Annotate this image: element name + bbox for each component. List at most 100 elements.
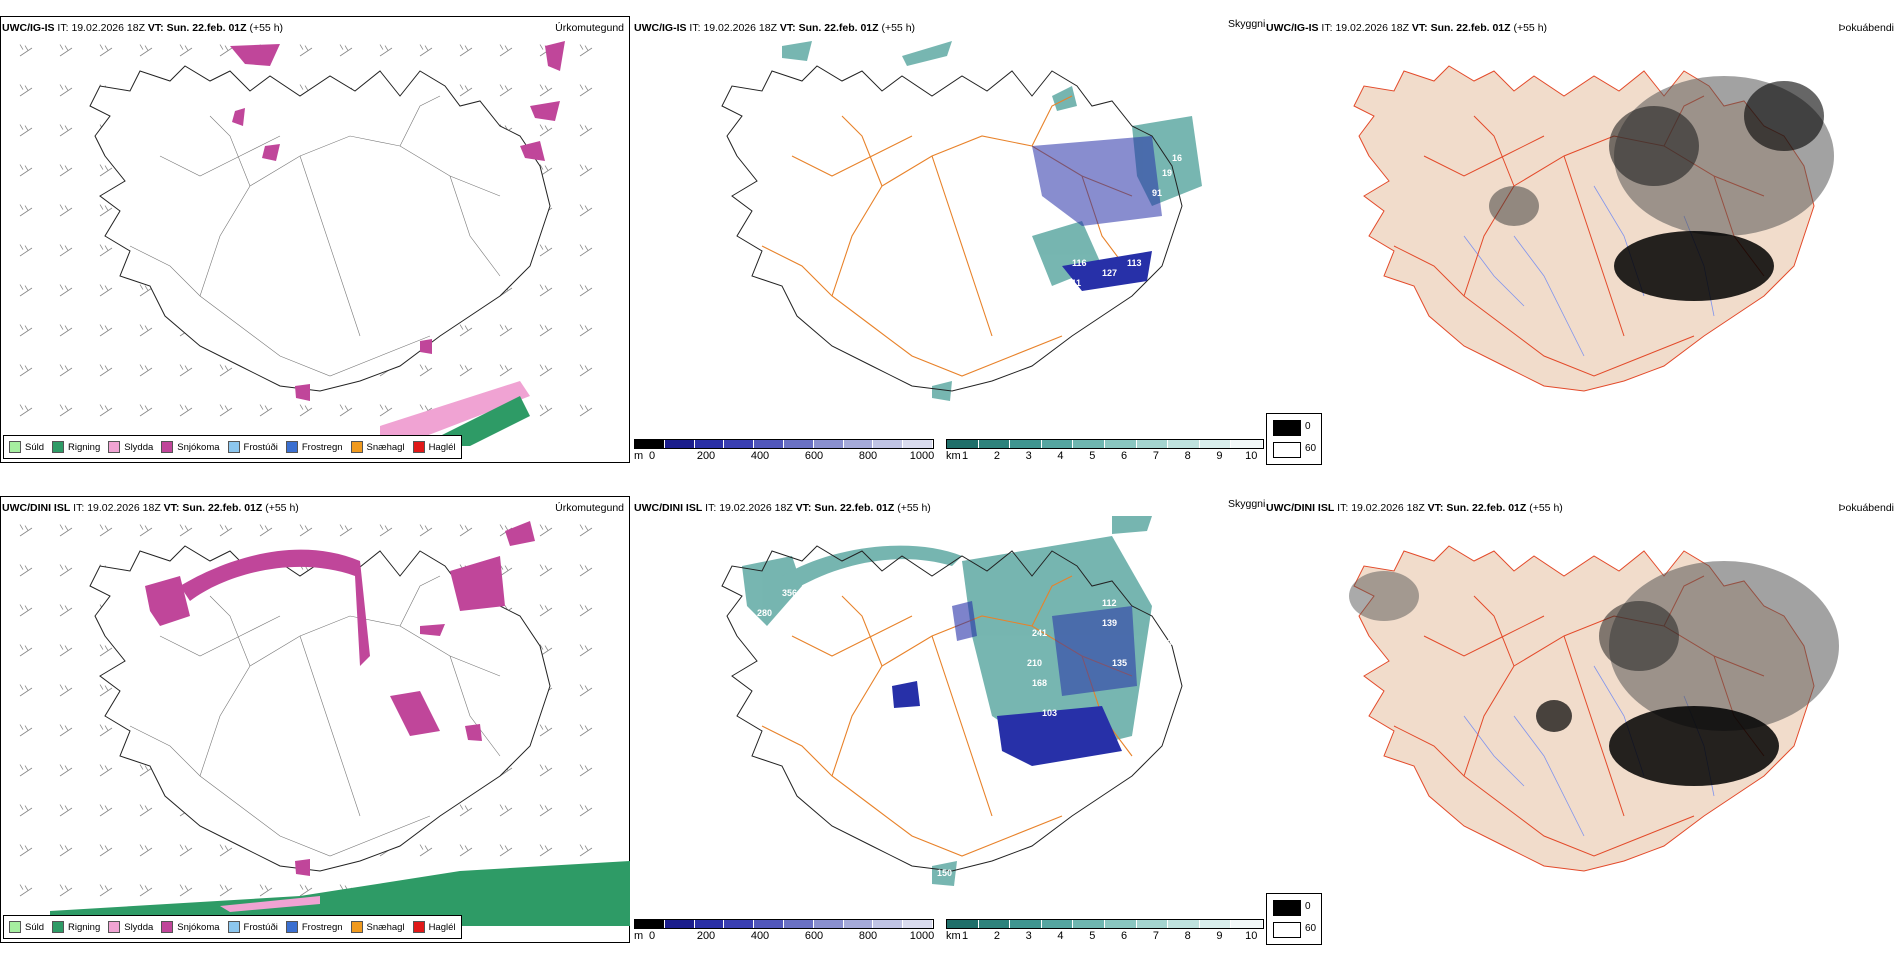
colorbar-swatch xyxy=(1104,440,1137,448)
wind-barb xyxy=(579,764,593,777)
cloudbase-labels: 356 280 241 210 168 103 93 79 72 159 139 135 131 112 1… xyxy=(757,588,1172,878)
line-segment xyxy=(1563,155,1625,337)
cloudbase-colorbar-swatches xyxy=(634,439,934,449)
colorbar-swatch xyxy=(664,440,695,448)
snow-area-south xyxy=(295,339,432,401)
colorbar-swatch xyxy=(947,920,979,928)
colorbar-swatch xyxy=(873,920,904,928)
wind-barb xyxy=(59,364,73,377)
colorbar-tick: 1000 xyxy=(909,450,935,462)
panel-title: Skyggni xyxy=(1228,498,1266,510)
wind-barb xyxy=(539,524,553,537)
legend-label: Frostregn xyxy=(301,921,343,933)
legend-label: Súld xyxy=(25,921,45,933)
wind-barb xyxy=(19,164,33,177)
cloudbase-colorbar: 0 200 400 600 800 1000 m xyxy=(634,919,934,943)
line-segment xyxy=(841,595,883,667)
legend-swatch xyxy=(161,441,174,453)
wind-barb xyxy=(539,804,553,817)
colorbar-tick: 9 xyxy=(1216,930,1223,942)
fog-legend-swatch-0 xyxy=(1273,900,1301,916)
wind-barb xyxy=(299,44,313,57)
wind-barb xyxy=(139,804,153,817)
legend-swatch xyxy=(227,921,240,933)
wind-barb xyxy=(99,684,113,697)
wind-barb xyxy=(59,604,73,617)
wind-barb xyxy=(59,84,73,97)
row-ig-is: UWC/IG-IS IT: 19.02.2026 18Z VT: Sun. 22… xyxy=(0,8,1900,473)
colorbar-swatch xyxy=(664,920,695,928)
line-segment xyxy=(209,595,251,667)
panel-title: Þokuábendi xyxy=(1838,22,1894,34)
legend-label: Frostregn xyxy=(301,441,343,453)
line-segment xyxy=(199,135,501,297)
legend-label: Snæhagl xyxy=(366,441,405,453)
wind-barb xyxy=(339,44,353,57)
legend-item: Snjókoma xyxy=(161,921,220,933)
visibility-panel: UWC/DINI ISL IT: 19.02.2026 18Z VT: Sun.… xyxy=(632,488,1266,953)
wind-barb xyxy=(419,364,433,377)
it-value: 19.02.2026 18Z xyxy=(1335,22,1409,34)
colorbar-swatch xyxy=(813,920,844,928)
cloudbase-label: 16 xyxy=(1172,153,1182,163)
wind-barb xyxy=(579,404,593,417)
wind-barb xyxy=(139,884,153,897)
wind-barb xyxy=(59,524,73,537)
line-segment xyxy=(449,655,501,757)
it-value: 19.02.2026 18Z xyxy=(703,22,777,34)
colorbar-tick: 10 xyxy=(1245,450,1258,462)
legend-label: Haglél xyxy=(428,921,456,933)
wind-barb xyxy=(179,844,193,857)
wind-barb xyxy=(499,844,513,857)
wind-barb xyxy=(19,84,33,97)
cloudbase-label: 127 xyxy=(1102,268,1117,278)
line-segment xyxy=(791,135,913,177)
colorbar-swatch xyxy=(903,920,933,928)
vt-label: VT: xyxy=(147,22,164,34)
wind-barb xyxy=(539,724,553,737)
colorbar-tick: 2 xyxy=(993,450,1000,462)
wind-barb xyxy=(459,524,473,537)
wind-barb xyxy=(99,44,113,57)
fog-legend-label-60: 60 xyxy=(1305,923,1317,934)
cloudbase-label: 116 xyxy=(1072,258,1087,268)
vt-label: VT: xyxy=(1427,502,1444,514)
wind-barb xyxy=(99,844,113,857)
precip-type-panel: UWC/DINI ISL IT: 19.02.2026 18Z VT: Sun.… xyxy=(0,488,632,953)
wind-barb xyxy=(19,324,33,337)
colorbar-swatch xyxy=(635,440,665,448)
line-segment xyxy=(1393,245,1695,377)
wind-barb xyxy=(539,124,553,137)
vt-value: Sun. 22.feb. 01Z xyxy=(166,22,247,34)
wind-barb xyxy=(579,364,593,377)
wind-barb xyxy=(379,44,393,57)
fog-shading xyxy=(1349,561,1839,786)
colorbar-tick: 7 xyxy=(1152,930,1159,942)
wind-barb xyxy=(419,524,433,537)
lead-time: (+55 h) xyxy=(249,22,284,34)
panel-title: Þokuábendi xyxy=(1838,502,1894,514)
visibility-areas xyxy=(742,516,1152,886)
row-dini-isl: UWC/DINI ISL IT: 19.02.2026 18Z VT: Sun.… xyxy=(0,488,1900,953)
colorbar-swatch xyxy=(1199,920,1232,928)
cloudbase-label: 79 xyxy=(1137,708,1147,718)
wind-barb xyxy=(539,764,553,777)
colorbar-swatch xyxy=(873,440,904,448)
colorbar-swatch xyxy=(947,440,979,448)
colorbar-tick: 8 xyxy=(1184,930,1191,942)
line-segment xyxy=(1423,615,1545,657)
wind-barb xyxy=(139,44,153,57)
legend-swatch xyxy=(285,441,298,453)
vt-label: VT: xyxy=(1411,22,1428,34)
fog-legend-swatch-60 xyxy=(1273,442,1301,458)
cloudbase-label: 131 xyxy=(982,728,997,738)
visibility-colorbar-swatches xyxy=(946,919,1264,929)
legend-label: Frostúði xyxy=(243,441,278,453)
vt-value: Sun. 22.feb. 01Z xyxy=(814,502,895,514)
line-segment xyxy=(299,635,361,817)
fog-legend-swatch-60 xyxy=(1273,922,1301,938)
wind-barb xyxy=(179,524,193,537)
it-label: IT: xyxy=(705,502,717,514)
legend-label: Haglél xyxy=(428,441,456,453)
colorbar-tick: 0 xyxy=(648,930,656,942)
